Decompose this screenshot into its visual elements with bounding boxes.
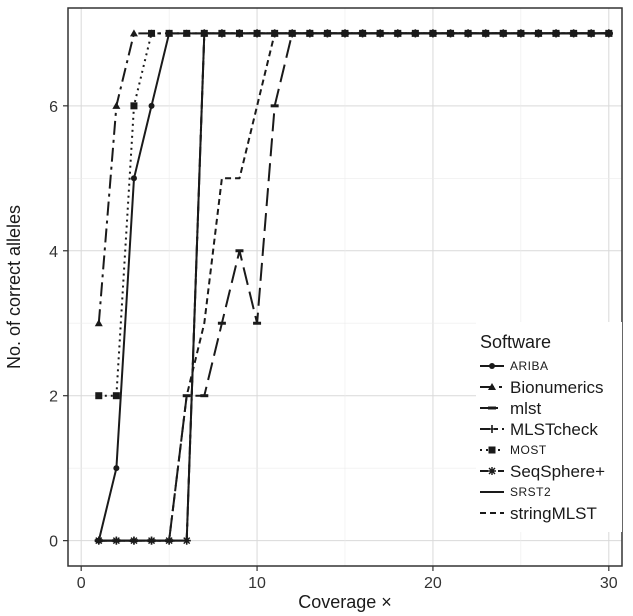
- point-most: [183, 29, 191, 37]
- series-stringmlst: [98, 32, 609, 542]
- legend-background: [476, 322, 622, 532]
- point-most: [95, 392, 103, 400]
- series-line-stringmlst: [98, 32, 609, 542]
- x-axis-title: Coverage ×: [298, 592, 392, 612]
- legend-label-seqsphere: SeqSphere+: [510, 462, 605, 481]
- y-tick-label: 2: [49, 389, 58, 406]
- legend-marker-bionumerics: [488, 383, 496, 390]
- legend-item-ariba: ARIBA: [480, 359, 549, 373]
- legend-item-most: MOST: [480, 443, 547, 457]
- point-seqsphere: [604, 29, 613, 38]
- point-bionumerics: [112, 101, 121, 109]
- legend-marker-mlstcheck: [488, 425, 496, 433]
- legend-marker-seqsphere: [488, 467, 496, 475]
- series-bionumerics: [94, 29, 613, 327]
- legend-item-mlst: mlst: [480, 399, 541, 418]
- legend-item-bionumerics: Bionumerics: [480, 378, 604, 397]
- legend-label-bionumerics: Bionumerics: [510, 378, 604, 397]
- legend-label-mlst: mlst: [510, 399, 541, 418]
- series-lines: [94, 29, 613, 545]
- legend-label-srst2: SRST2: [510, 485, 551, 499]
- legend-items: ARIBA Bionumerics mlst MLSTcheck MOST SeqSphe…: [480, 359, 605, 523]
- legend-item-mlstcheck: MLSTcheck: [480, 420, 598, 439]
- legend-item-seqsphere: SeqSphere+: [480, 462, 605, 481]
- plot-frame: [67, 7, 623, 567]
- point-most: [112, 392, 120, 400]
- point-bionumerics: [94, 319, 103, 327]
- point-most: [165, 29, 173, 37]
- legend-marker-ariba: [489, 363, 495, 369]
- point-ariba: [148, 102, 155, 109]
- point-ariba: [113, 465, 120, 472]
- legend-marker-most: [488, 446, 496, 454]
- axes: 0 10 20 30 0 2 4 6: [49, 99, 618, 592]
- point-ariba: [130, 175, 137, 182]
- legend-label-most: MOST: [510, 443, 547, 457]
- legend-label-ariba: ARIBA: [510, 359, 549, 373]
- legend-label-mlstcheck: MLSTcheck: [510, 420, 598, 439]
- x-tick-label: 0: [77, 575, 86, 592]
- legend: Software ARIBA Bionumerics mlst MLSTcheck MO…: [476, 322, 622, 532]
- y-tick-label: 6: [49, 99, 58, 116]
- point-seqsphere: [94, 536, 103, 545]
- y-tick-label: 0: [49, 534, 58, 551]
- x-tick-label: 30: [600, 575, 618, 592]
- y-tick-label: 4: [49, 244, 58, 261]
- point-most: [148, 29, 156, 37]
- x-tick-label: 20: [424, 575, 442, 592]
- legend-label-stringmlst: stringMLST: [510, 504, 597, 523]
- legend-title: Software: [480, 332, 551, 352]
- point-bionumerics: [129, 29, 138, 37]
- legend-item-srst2: SRST2: [480, 485, 551, 499]
- x-tick-label: 10: [248, 575, 266, 592]
- y-axis-title: No. of correct alleles: [4, 205, 24, 369]
- point-most: [130, 102, 138, 110]
- legend-item-stringmlst: stringMLST: [480, 504, 597, 523]
